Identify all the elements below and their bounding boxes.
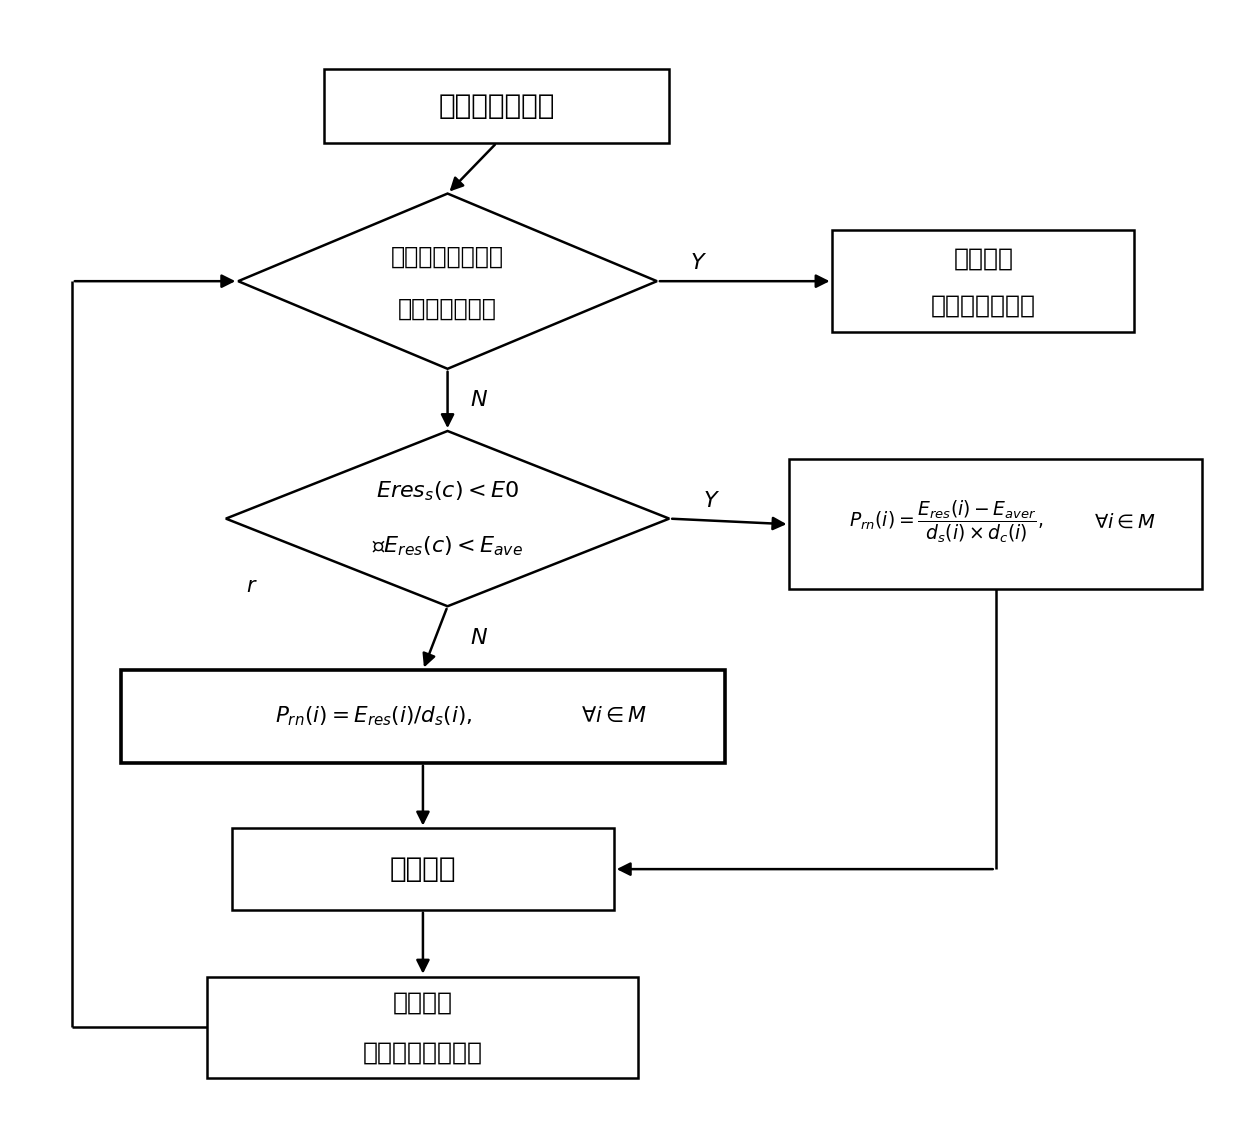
- Text: $P_{rn}(i)=\dfrac{E_{res}(i)-E_{aver}}{d_s(i)\times d_c(i)},$: $P_{rn}(i)=\dfrac{E_{res}(i)-E_{aver}}{d…: [849, 499, 1043, 546]
- Text: 转发到下一跳路由: 转发到下一跳路由: [363, 1040, 482, 1064]
- Text: 转发到网关节点: 转发到网关节点: [931, 294, 1035, 318]
- Polygon shape: [226, 431, 670, 606]
- Bar: [832, 230, 1135, 333]
- Text: $\forall i\in M$: $\forall i\in M$: [580, 706, 647, 727]
- Text: 节点的邻居节点: 节点的邻居节点: [398, 296, 497, 320]
- Text: Y: Y: [703, 491, 717, 510]
- Polygon shape: [238, 194, 657, 369]
- Text: Y: Y: [691, 253, 704, 273]
- Text: 当前节点: 当前节点: [393, 991, 453, 1015]
- Text: $\mathit{且E_{res}(c)<E_{ave}}$: $\mathit{且E_{res}(c)<E_{ave}}$: [372, 534, 523, 558]
- Bar: [790, 459, 1202, 589]
- Bar: [325, 69, 670, 142]
- Text: 发送到簇头节点: 发送到簇头节点: [439, 92, 556, 120]
- Text: $\forall i\in M$: $\forall i\in M$: [1094, 513, 1156, 532]
- Text: r: r: [247, 576, 254, 596]
- Bar: [207, 976, 639, 1079]
- Text: 选择路由: 选择路由: [389, 855, 456, 883]
- Text: 网关节点属于当前: 网关节点属于当前: [391, 244, 505, 269]
- Text: N: N: [470, 391, 486, 410]
- Text: $\mathit{Eres_s(c)<E0}$: $\mathit{Eres_s(c)<E0}$: [376, 480, 520, 503]
- Bar: [122, 670, 724, 763]
- Text: 当前节点: 当前节点: [954, 246, 1013, 271]
- Bar: [232, 828, 614, 910]
- Text: $P_{rn}(i)=E_{res}(i)/d_s(i),$: $P_{rn}(i)=E_{res}(i)/d_s(i),$: [275, 705, 472, 728]
- Text: N: N: [470, 628, 486, 648]
